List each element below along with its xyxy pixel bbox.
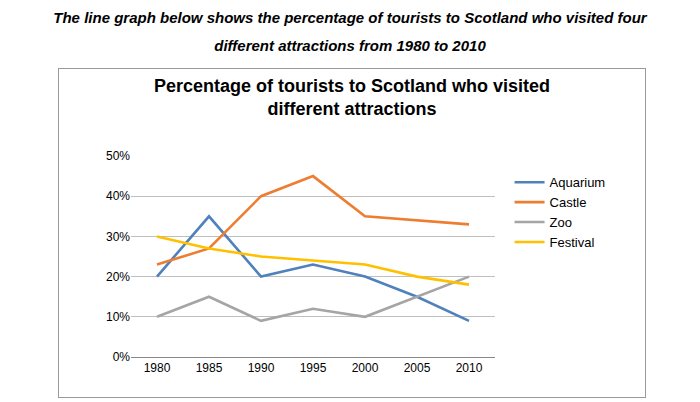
svg-text:Festival: Festival [550,235,595,250]
svg-text:1980: 1980 [144,361,171,375]
svg-text:Castle: Castle [550,195,587,210]
svg-text:Aquarium: Aquarium [550,175,606,190]
svg-text:2000: 2000 [352,361,379,375]
svg-text:30%: 30% [106,230,130,244]
html-text:The line graph below shows the: The line graph below shows the percentag… [53,9,647,54]
svg-text:0%: 0% [113,350,131,364]
svg-text:1995: 1995 [300,361,327,375]
svg-text:1985: 1985 [196,361,223,375]
svg-text:2005: 2005 [404,361,431,375]
svg-text:10%: 10% [106,310,130,324]
svg-text:1990: 1990 [248,361,275,375]
svg-text:Percentage of tourists to Scot: Percentage of tourists to Scotland who v… [154,76,550,119]
svg-text:20%: 20% [106,270,130,284]
svg-text:50%: 50% [106,149,130,163]
svg-text:40%: 40% [106,189,130,203]
svg-text:Zoo: Zoo [550,215,572,230]
svg-text:2010: 2010 [456,361,483,375]
